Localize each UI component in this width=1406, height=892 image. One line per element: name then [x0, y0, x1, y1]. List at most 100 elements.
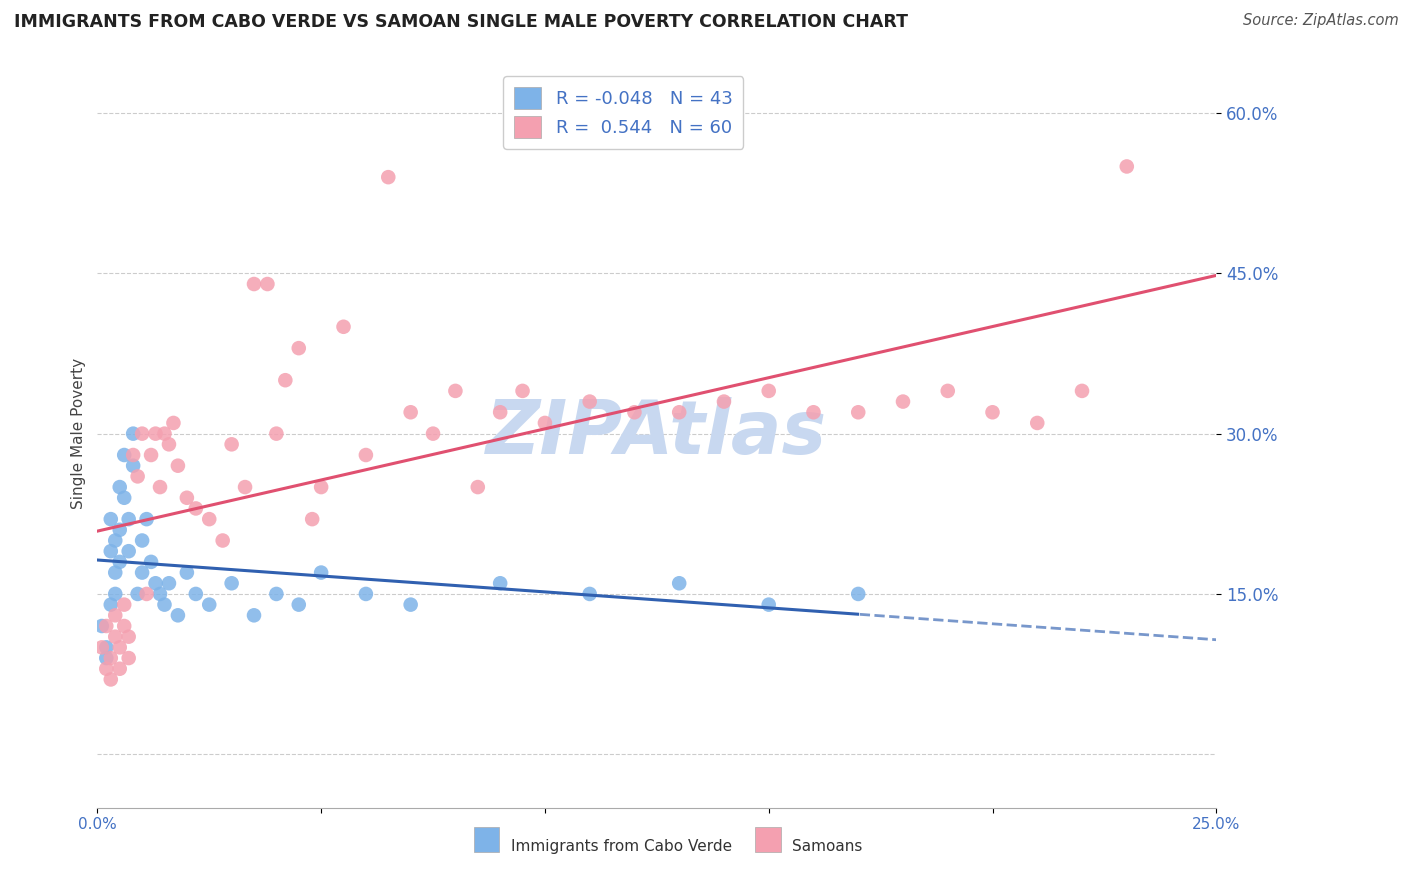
Text: IMMIGRANTS FROM CABO VERDE VS SAMOAN SINGLE MALE POVERTY CORRELATION CHART: IMMIGRANTS FROM CABO VERDE VS SAMOAN SIN…: [14, 13, 908, 31]
Point: [309, 480, 332, 494]
Point: [100, 544, 122, 558]
Point: [118, 512, 141, 526]
Point: [131, 566, 153, 580]
Point: [981, 405, 1004, 419]
Point: [444, 384, 467, 398]
Point: [1115, 160, 1137, 174]
Point: [108, 555, 131, 569]
Point: [184, 587, 207, 601]
Point: [100, 651, 122, 665]
Point: [96, 651, 118, 665]
Point: [112, 598, 135, 612]
Point: [287, 341, 309, 355]
Point: [90, 640, 112, 655]
Point: [127, 469, 149, 483]
Point: [1026, 416, 1049, 430]
Point: [489, 405, 512, 419]
Point: [578, 587, 600, 601]
Point: [287, 598, 309, 612]
Point: [153, 426, 176, 441]
Point: [104, 587, 127, 601]
Point: [266, 587, 288, 601]
Point: [118, 630, 141, 644]
Point: [176, 491, 198, 505]
Point: [127, 587, 149, 601]
Point: [758, 598, 780, 612]
Point: [274, 373, 297, 387]
Point: [266, 426, 288, 441]
Point: [243, 277, 266, 291]
Point: [112, 448, 135, 462]
Point: [422, 426, 444, 441]
Point: [211, 533, 233, 548]
Point: [100, 512, 122, 526]
Point: [198, 512, 221, 526]
Point: [108, 662, 131, 676]
Point: [803, 405, 825, 419]
Point: [100, 598, 122, 612]
Point: [221, 576, 243, 591]
Point: [118, 544, 141, 558]
Point: [301, 512, 323, 526]
Point: [122, 448, 145, 462]
Text: Source: ZipAtlas.com: Source: ZipAtlas.com: [1243, 13, 1399, 29]
Point: [167, 458, 190, 473]
Point: [108, 640, 131, 655]
Point: [96, 640, 118, 655]
Point: [153, 598, 176, 612]
Point: [534, 416, 557, 430]
Point: [135, 587, 157, 601]
Text: Samoans: Samoans: [792, 838, 862, 854]
Point: [100, 673, 122, 687]
Point: [399, 405, 422, 419]
Point: [489, 576, 512, 591]
Point: [104, 533, 127, 548]
Point: [139, 555, 162, 569]
Point: [167, 608, 190, 623]
Point: [96, 662, 118, 676]
Point: [891, 394, 914, 409]
Point: [118, 651, 141, 665]
Point: [221, 437, 243, 451]
Point: [122, 426, 145, 441]
Point: [309, 566, 332, 580]
Point: [198, 598, 221, 612]
Point: [256, 277, 278, 291]
Point: [90, 619, 112, 633]
Point: [578, 394, 600, 409]
Point: [135, 512, 157, 526]
Point: [112, 619, 135, 633]
Point: [936, 384, 959, 398]
Point: [377, 170, 399, 185]
Point: [354, 448, 377, 462]
Point: [399, 598, 422, 612]
Point: [512, 384, 534, 398]
Point: [668, 576, 690, 591]
Point: [713, 394, 735, 409]
Point: [233, 480, 256, 494]
Point: [112, 491, 135, 505]
Point: [467, 480, 489, 494]
Point: [96, 619, 118, 633]
Point: [131, 426, 153, 441]
Point: [846, 587, 869, 601]
Point: [145, 426, 167, 441]
Legend: R = -0.048   N = 43, R =  0.544   N = 60: R = -0.048 N = 43, R = 0.544 N = 60: [503, 76, 744, 149]
Text: Immigrants from Cabo Verde: Immigrants from Cabo Verde: [510, 838, 731, 854]
Point: [145, 576, 167, 591]
Point: [104, 566, 127, 580]
Point: [623, 405, 645, 419]
Point: [157, 576, 180, 591]
Point: [162, 416, 184, 430]
Point: [1071, 384, 1094, 398]
Point: [108, 523, 131, 537]
Point: [149, 480, 172, 494]
Point: [104, 608, 127, 623]
Point: [354, 587, 377, 601]
Point: [122, 458, 145, 473]
Point: [131, 533, 153, 548]
Point: [176, 566, 198, 580]
Point: [243, 608, 266, 623]
Point: [108, 480, 131, 494]
Point: [139, 448, 162, 462]
